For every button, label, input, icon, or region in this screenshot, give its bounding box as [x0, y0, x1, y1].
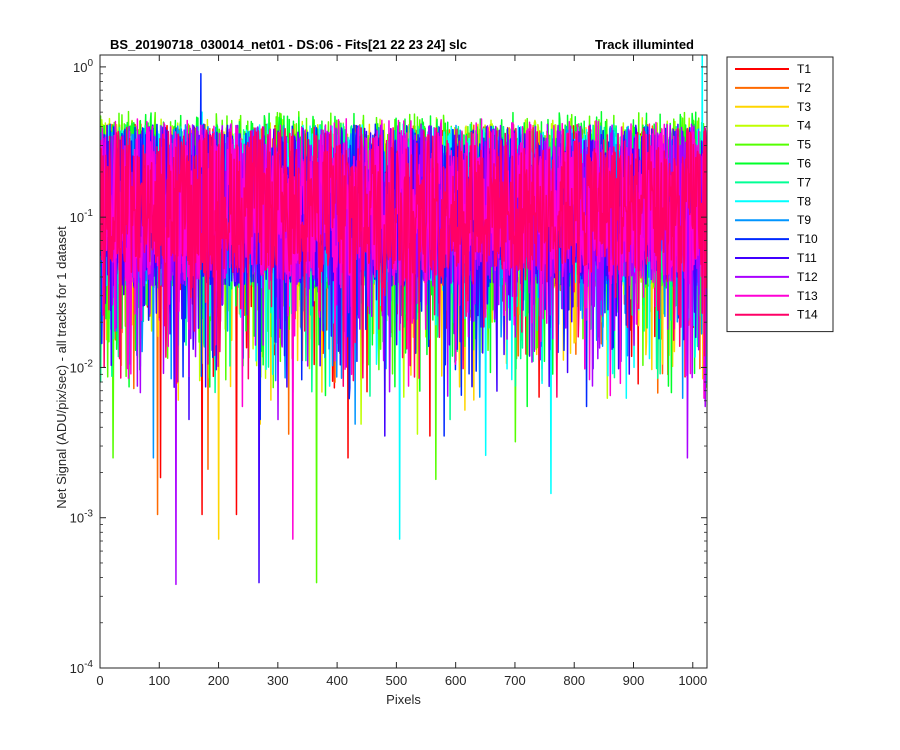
x-tick-label: 300: [267, 673, 289, 688]
legend-label-t12: T12: [797, 270, 818, 284]
legend-label-t1: T1: [797, 62, 811, 76]
legend-label-t8: T8: [797, 194, 811, 208]
legend-label-t5: T5: [797, 138, 811, 152]
series-line-t14: [100, 125, 707, 398]
legend-label-t7: T7: [797, 175, 811, 189]
legend-label-t6: T6: [797, 157, 811, 171]
legend-label-t4: T4: [797, 119, 811, 133]
y-tick-label: 10-4: [70, 659, 94, 676]
x-tick-label: 100: [148, 673, 170, 688]
x-tick-label: 800: [563, 673, 585, 688]
x-tick-label: 600: [445, 673, 467, 688]
legend-label-t2: T2: [797, 81, 811, 95]
plot-frame: [99, 54, 708, 669]
legend-box: [726, 56, 834, 333]
legend-label-t3: T3: [797, 100, 811, 114]
y-tick-label: 10-2: [70, 358, 94, 375]
x-axis-label: Pixels: [386, 692, 421, 707]
x-tick-label: 200: [208, 673, 230, 688]
x-tick-label: 500: [386, 673, 408, 688]
y-tick-label: 100: [73, 58, 93, 75]
x-tick-label: 400: [326, 673, 348, 688]
y-axis-label: Net Signal (ADU/pix/sec) - all tracks fo…: [54, 226, 69, 509]
chart-title: BS_20190718_030014_net01 - DS:06 - Fits[…: [110, 37, 467, 52]
legend: T1 T2 T3 T4 T5 T6 T7 T8 T9 T10 T11 T12 T13 T14: [726, 56, 834, 333]
legend-label-t11: T11: [797, 251, 817, 265]
y-tick-label: 10-1: [70, 208, 94, 225]
x-axis: 0 100 200 300 400 500 600 700 800 900 1000: [96, 55, 707, 688]
legend-label-t14: T14: [797, 308, 818, 322]
y-axis: 10-4 10-3 10-2 10-1 100: [70, 58, 707, 676]
legend-label-t13: T13: [797, 289, 818, 303]
x-tick-label: 1000: [678, 673, 707, 688]
x-tick-label: 900: [623, 673, 645, 688]
legend-label-t9: T9: [797, 213, 811, 227]
series-layer: [100, 55, 707, 586]
y-tick-label: 10-3: [70, 509, 94, 526]
x-tick-label: 0: [96, 673, 103, 688]
x-tick-label: 700: [504, 673, 526, 688]
legend-label-t10: T10: [797, 232, 818, 246]
chart-title-right: Track illuminted: [595, 37, 694, 52]
